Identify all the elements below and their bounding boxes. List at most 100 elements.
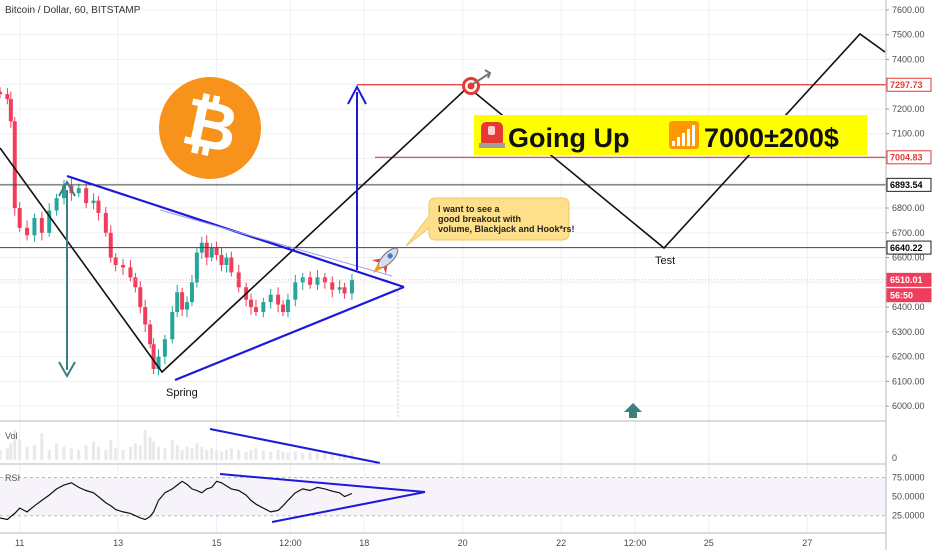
volume-bar [323, 451, 327, 460]
rsi-tick-label: 25.0000 [892, 511, 925, 521]
volume-bar [84, 445, 88, 460]
price-tag-box [886, 77, 932, 92]
candle-body [138, 287, 143, 308]
test-label: Test [655, 255, 675, 267]
candle-body [204, 242, 209, 258]
candles [0, 87, 354, 376]
volume-bar [224, 450, 228, 460]
time-axis: 11 13 15 12:00 18 20 22 12:00 25 27 [15, 538, 812, 548]
volume-bar [62, 446, 66, 460]
callout-bubble: I want to see a good breakout with volum… [405, 197, 575, 247]
volume-bar [170, 440, 174, 460]
candle-body [32, 217, 37, 236]
x-tick-label: 12:00 [279, 538, 302, 548]
y-tick-label: 6300.00 [892, 327, 925, 337]
x-tick-label: 12:00 [624, 538, 647, 548]
candle-body [0, 91, 2, 95]
volume-bar [121, 450, 125, 460]
candle-body [342, 287, 347, 294]
volume-bar [249, 450, 253, 460]
volume-pane: 0 [0, 428, 897, 464]
candle-body [151, 344, 156, 369]
volume-bar [244, 451, 248, 460]
candle-body [39, 217, 44, 233]
candle-body [156, 356, 161, 369]
price-tag-box [886, 150, 932, 165]
candle-body [5, 94, 10, 100]
siren-icon [479, 122, 505, 148]
candle-body [236, 272, 241, 288]
volume-bar [32, 445, 36, 460]
volume-bar [96, 446, 100, 460]
candle-body [253, 307, 258, 313]
candle-body [96, 200, 101, 213]
candle-body [308, 277, 313, 285]
x-tick-label: 27 [802, 538, 812, 548]
rsi-line [0, 480, 353, 521]
candle-body [330, 282, 335, 290]
candle-body [84, 188, 89, 204]
candle-body [276, 294, 281, 305]
y-tick-label: 7500.00 [892, 30, 925, 40]
candle-body [61, 185, 66, 199]
volume-tick-label: 0 [892, 453, 897, 463]
candle-body [91, 200, 96, 204]
price-lines [0, 84, 886, 281]
price-axis: 6000.006100.006200.006300.006400.006500.… [886, 5, 925, 411]
candle-body [189, 282, 194, 303]
candle-body [54, 198, 59, 211]
callout-line-2: good breakout with [438, 214, 521, 224]
candle-body [315, 277, 320, 285]
y-tick-label: 6400.00 [892, 302, 925, 312]
candle-body [285, 299, 290, 313]
price-tag-label: 7297.73 [890, 80, 923, 90]
volume-bar [109, 440, 113, 460]
volume-bar [133, 443, 137, 460]
volume-bar [215, 450, 219, 460]
volume-bar [55, 443, 59, 460]
volume-bar [69, 448, 73, 460]
volume-bar [163, 448, 167, 460]
volume-bar [0, 450, 2, 460]
candle-body [249, 299, 254, 308]
volume-bar [301, 453, 305, 460]
volume-bar [47, 450, 51, 460]
banner-text: Going Up [508, 123, 629, 153]
volume-bar [286, 452, 290, 460]
y-tick-label: 7100.00 [892, 129, 925, 139]
volume-bar [281, 451, 285, 460]
candle-body [300, 277, 305, 283]
y-tick-label: 6200.00 [892, 352, 925, 362]
candle-body [47, 210, 52, 233]
price-tag-label: 7004.83 [890, 153, 923, 163]
price-tag-box [886, 240, 932, 255]
zigzag-path [0, 32, 886, 374]
candle-body [337, 287, 342, 290]
volume-bar [200, 446, 204, 460]
candle-body [175, 292, 180, 313]
volume-bar [185, 446, 189, 460]
price-tag-box [886, 272, 932, 287]
candle-body [194, 252, 199, 283]
volume-bar [205, 450, 209, 460]
y-tick-label: 6100.00 [892, 376, 925, 386]
triangle-lower-line [174, 285, 405, 382]
candle-body [219, 255, 224, 265]
volume-bar [350, 451, 354, 460]
target-icon [462, 69, 492, 95]
volume-bar [114, 448, 118, 460]
volume-bar [254, 448, 258, 460]
candle-body [261, 302, 266, 313]
volume-bar [308, 452, 312, 460]
volume-bar [25, 446, 29, 460]
volume-bar [229, 448, 233, 460]
volume-bar [261, 450, 265, 460]
candle-body [103, 212, 108, 233]
rsi-tick-label: 50.0000 [892, 492, 925, 502]
bitcoin-logo-icon: ₿ [159, 77, 261, 179]
candle-body [108, 232, 113, 258]
volume-bar [293, 451, 297, 460]
volume-bar [220, 451, 223, 460]
teal-arrowhead-bottom [58, 361, 76, 379]
